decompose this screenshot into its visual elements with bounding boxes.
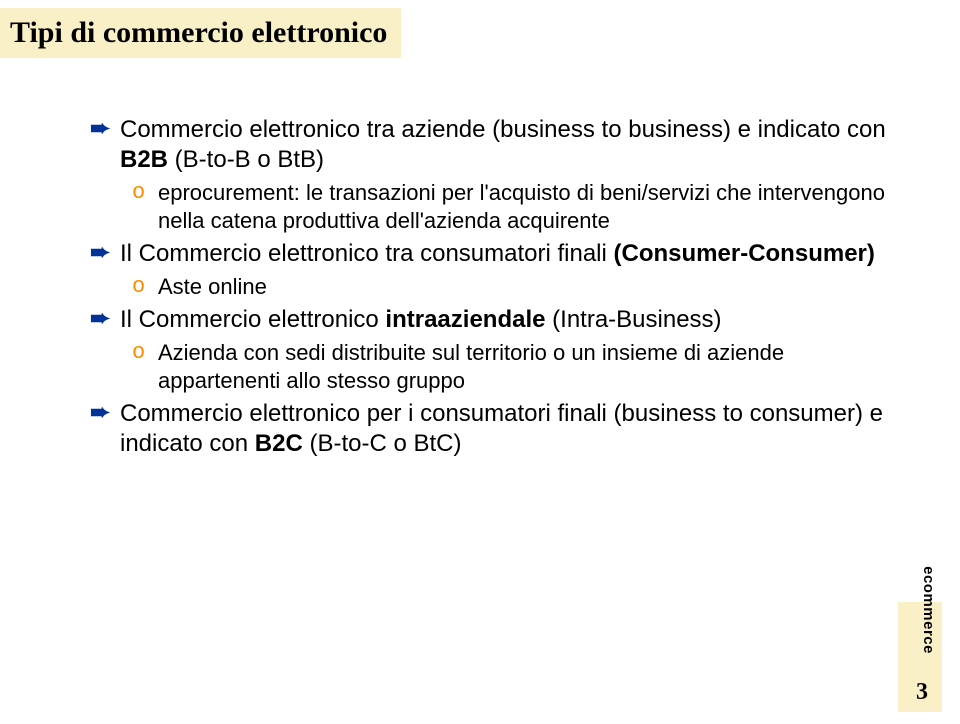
arrow-icon: ➨: [90, 239, 120, 267]
sub-bullet-text: Azienda con sedi distribuite sul territo…: [158, 339, 890, 395]
content-area: ➨Commercio elettronico tra aziende (busi…: [90, 115, 890, 463]
title-band: Tipi di commercio elettronico: [0, 8, 401, 58]
bullet-row: ➨Il Commercio elettronico intraaziendale…: [90, 305, 890, 335]
sub-bullet-row: oAste online: [132, 273, 890, 301]
arrow-icon: ➨: [90, 115, 120, 143]
bullet-text: Commercio elettronico tra aziende (busin…: [120, 115, 890, 175]
sub-bullet-text: eprocurement: le transazioni per l'acqui…: [158, 179, 890, 235]
bullet-row: ➨Commercio elettronico per i consumatori…: [90, 399, 890, 459]
bullet-text: Il Commercio elettronico tra consumatori…: [120, 239, 890, 269]
sub-bullet-row: oeprocurement: le transazioni per l'acqu…: [132, 179, 890, 235]
sub-bullet-text: Aste online: [158, 273, 890, 301]
bullet-row: ➨Il Commercio elettronico tra consumator…: [90, 239, 890, 269]
arrow-icon: ➨: [90, 399, 120, 427]
o-bullet-icon: o: [132, 339, 158, 367]
page-title: Tipi di commercio elettronico: [10, 16, 387, 50]
sub-bullet-row: oAzienda con sedi distribuite sul territ…: [132, 339, 890, 395]
arrow-icon: ➨: [90, 305, 120, 333]
page-number: 3: [916, 679, 928, 706]
o-bullet-icon: o: [132, 273, 158, 301]
o-bullet-icon: o: [132, 179, 158, 207]
bullet-text: Commercio elettronico per i consumatori …: [120, 399, 890, 459]
bullet-text: Il Commercio elettronico intraaziendale …: [120, 305, 890, 335]
side-label: ecommerce: [920, 566, 937, 654]
bullet-row: ➨Commercio elettronico tra aziende (busi…: [90, 115, 890, 175]
